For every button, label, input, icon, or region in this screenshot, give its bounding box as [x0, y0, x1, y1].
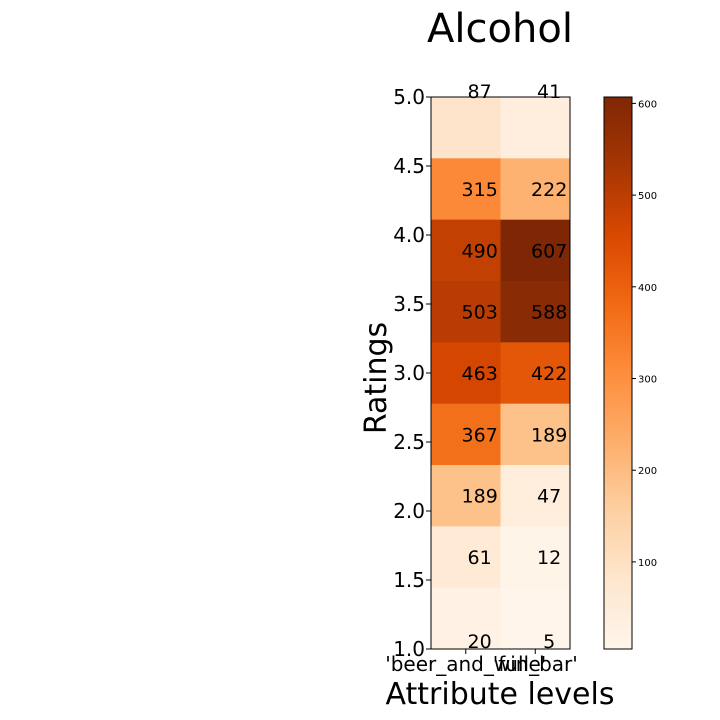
- colorbar-tick-label: 200: [638, 466, 657, 477]
- cell-value-label: 61: [468, 547, 492, 569]
- cell-value-label: 463: [462, 363, 498, 385]
- y-tick-label: 1.5: [393, 568, 425, 592]
- colorbar-tick-label: 100: [638, 558, 657, 569]
- colorbar-tick-label: 600: [638, 99, 657, 110]
- x-tick-label: 'beer_and_wine': [385, 652, 546, 676]
- colorbar-tick-label: 400: [638, 283, 657, 294]
- chart-title: Alcohol: [427, 6, 573, 52]
- x-axis: 'beer_and_wine''full_bar': [385, 649, 578, 676]
- colorbar: 100 200 300 400 500 600: [603, 96, 657, 650]
- heatmap-cell: [431, 526, 501, 589]
- y-tick-label: 2.0: [393, 499, 425, 523]
- heatmap-cell: [500, 587, 571, 650]
- y-tick-label: 4.5: [393, 154, 425, 178]
- cell-value-label: 189: [462, 486, 498, 508]
- y-axis: 5.0 4.5 4.0 3.5 3.0 2.5 2.0 1.5 1.0: [393, 85, 431, 661]
- y-tick-label: 3.0: [393, 361, 425, 385]
- heatmap-cell: [500, 158, 571, 221]
- heatmap-cell: [500, 219, 571, 282]
- cell-value-label: 367: [462, 424, 498, 446]
- y-tick-label: 2.5: [393, 430, 425, 454]
- cell-value-label: 422: [531, 363, 567, 385]
- cell-value-label: 490: [462, 240, 498, 262]
- heatmap-cell: [500, 526, 571, 589]
- cell-value-label: 20: [468, 631, 492, 653]
- cell-value-label: 222: [531, 179, 567, 201]
- heatmap-cell: [500, 281, 571, 343]
- cell-value-label: 41: [537, 81, 561, 103]
- heatmap-cell: [500, 403, 571, 466]
- heatmap-cell: [431, 158, 501, 221]
- cell-value-label: 47: [537, 486, 561, 508]
- cell-value-label: 5: [543, 631, 555, 653]
- cell-value-label: 607: [531, 240, 567, 262]
- cell-value-label: 189: [531, 424, 567, 446]
- heatmap-cell: [431, 465, 501, 527]
- heatmap-cell: [431, 97, 501, 159]
- cell-value-label: 588: [531, 302, 567, 324]
- heatmap-cell: [500, 97, 571, 159]
- heatmap-cell: [431, 342, 501, 405]
- y-tick-label: 3.5: [393, 292, 425, 316]
- colorbar-tick-label: 500: [638, 191, 657, 202]
- x-tick-label: 'full_bar': [493, 652, 578, 676]
- y-tick-label: 1.0: [393, 637, 425, 661]
- heatmap-cell: [431, 403, 501, 466]
- heatmap-cells: 87 41 315 222 490 607 503 588 463 422 367 189 189 47 6…: [431, 81, 571, 653]
- cell-value-label: 12: [537, 547, 561, 569]
- x-axis-label: Attribute levels: [386, 677, 615, 712]
- cell-value-label: 503: [462, 302, 498, 324]
- heatmap-cell: [500, 465, 571, 527]
- colorbar-tick-label: 300: [638, 375, 657, 386]
- cell-value-label: 315: [462, 179, 498, 201]
- heatmap-cell: [431, 587, 501, 650]
- y-tick-label: 4.0: [393, 223, 425, 247]
- heatmap-cell: [431, 219, 501, 282]
- y-tick-label: 5.0: [393, 85, 425, 109]
- cell-value-label: 87: [468, 81, 492, 103]
- colorbar-gradient: [603, 96, 633, 650]
- colorbar-ticks: 100 200 300 400 500 600: [632, 99, 657, 569]
- heatmap-cell: [431, 281, 501, 343]
- heatmap-cell: [500, 342, 571, 405]
- y-axis-label: Ratings: [359, 322, 394, 434]
